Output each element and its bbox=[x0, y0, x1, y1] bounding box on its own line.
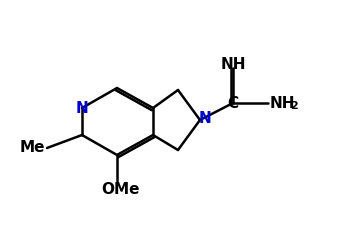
Text: N: N bbox=[76, 100, 89, 115]
Text: NH: NH bbox=[220, 56, 246, 72]
Text: NH: NH bbox=[270, 96, 296, 110]
Text: Me: Me bbox=[20, 141, 45, 155]
Text: N: N bbox=[198, 110, 211, 126]
Text: 2: 2 bbox=[290, 101, 298, 111]
Text: C: C bbox=[227, 96, 238, 110]
Text: OMe: OMe bbox=[102, 182, 140, 196]
